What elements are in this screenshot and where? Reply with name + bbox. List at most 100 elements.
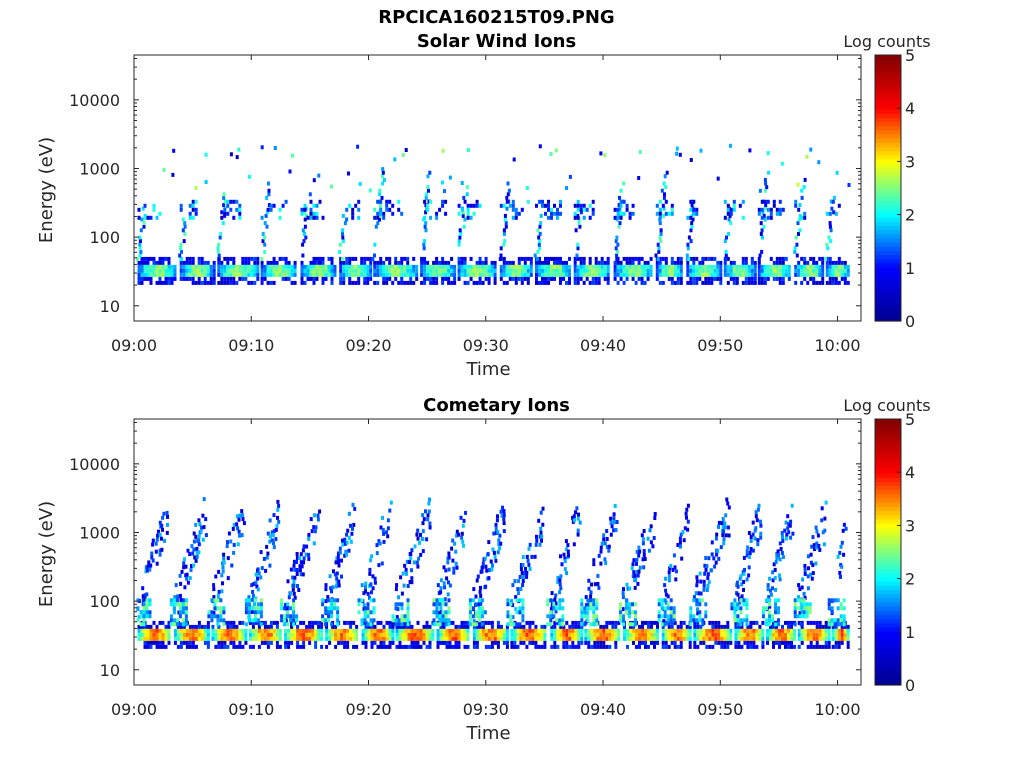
data-cell (638, 565, 642, 570)
colorbar-swatch (875, 175, 901, 181)
data-cell (460, 256, 464, 261)
data-cell (496, 530, 500, 535)
data-cell (250, 272, 254, 277)
data-cell (379, 620, 383, 625)
data-cell (803, 256, 807, 261)
data-cell (520, 272, 524, 277)
data-cell (460, 260, 464, 265)
data-cell (478, 280, 482, 285)
data-cell (366, 280, 370, 285)
data-cell (568, 280, 571, 285)
data-cell (846, 644, 850, 649)
data-cell (188, 624, 192, 629)
data-cell (842, 598, 846, 603)
y-tick-label: 10 (100, 661, 120, 680)
data-cell (429, 276, 433, 281)
data-cell (404, 632, 408, 637)
data-cell (332, 569, 335, 574)
data-cell (765, 185, 769, 190)
data-cell (400, 276, 404, 281)
data-cell (219, 610, 223, 615)
data-cell (510, 632, 514, 637)
data-cell (642, 565, 646, 570)
data-cell (206, 272, 210, 277)
data-cell (182, 260, 186, 265)
data-cell (154, 549, 158, 554)
data-cell (496, 620, 500, 625)
data-cell (401, 644, 405, 649)
data-cell (716, 548, 720, 553)
data-cell (520, 571, 524, 575)
data-cell (385, 207, 389, 212)
data-cell (643, 557, 647, 561)
data-cell (188, 203, 192, 208)
data-cell (525, 185, 529, 190)
data-cell (438, 272, 442, 277)
data-cell (225, 544, 229, 549)
data-cell (802, 606, 806, 611)
data-cell (593, 632, 597, 637)
data-cell (191, 636, 195, 641)
data-cell (753, 260, 757, 265)
data-cell (266, 551, 270, 556)
data-cell (272, 268, 276, 273)
data-cell (441, 148, 445, 153)
data-cell (407, 632, 411, 637)
data-cell (535, 534, 538, 539)
data-cell (781, 280, 785, 285)
data-cell (640, 533, 644, 538)
data-cell (619, 260, 623, 265)
data-cell (436, 644, 440, 649)
data-cell (828, 221, 832, 226)
data-cell (379, 264, 383, 269)
data-cell (309, 215, 313, 220)
data-cell (588, 264, 592, 269)
data-cell (494, 522, 498, 527)
data-cell (594, 260, 598, 265)
data-cell (299, 628, 303, 633)
data-cell (607, 548, 611, 553)
data-cell (426, 207, 430, 212)
colorbar-swatch (875, 423, 901, 428)
data-cell (679, 276, 683, 281)
data-cell (229, 199, 233, 204)
data-cell (369, 256, 373, 261)
data-cell (784, 636, 787, 641)
data-cell (152, 264, 156, 269)
data-cell (502, 509, 506, 514)
data-cell (541, 260, 544, 265)
data-cell (722, 537, 726, 542)
data-cell (360, 622, 364, 627)
data-cell (448, 632, 452, 637)
data-cell (259, 614, 263, 619)
colorbar-swatch (875, 192, 901, 197)
data-cell (571, 636, 575, 641)
data-cell (232, 522, 236, 527)
data-cell (738, 268, 742, 273)
data-cell (606, 268, 610, 273)
data-cell (226, 628, 230, 633)
data-cell (185, 256, 189, 261)
y-tick-label: 1000 (79, 159, 120, 178)
data-cell (650, 624, 653, 629)
data-cell (149, 644, 153, 649)
data-cell (657, 246, 661, 251)
data-cell (559, 260, 562, 265)
data-cell (188, 552, 192, 557)
data-cell (472, 268, 476, 273)
data-cell (447, 555, 451, 560)
data-cell (410, 624, 414, 629)
data-cell (395, 624, 399, 629)
data-cell (378, 541, 382, 546)
data-cell (636, 573, 640, 578)
data-cell (260, 257, 264, 262)
data-cell (197, 538, 201, 543)
data-cell (241, 620, 245, 625)
data-cell (406, 264, 410, 269)
data-cell (523, 264, 527, 269)
data-cell (686, 260, 690, 265)
data-cell (241, 256, 245, 261)
data-cell (740, 594, 744, 599)
data-cell (724, 533, 728, 538)
data-cell (309, 207, 313, 212)
